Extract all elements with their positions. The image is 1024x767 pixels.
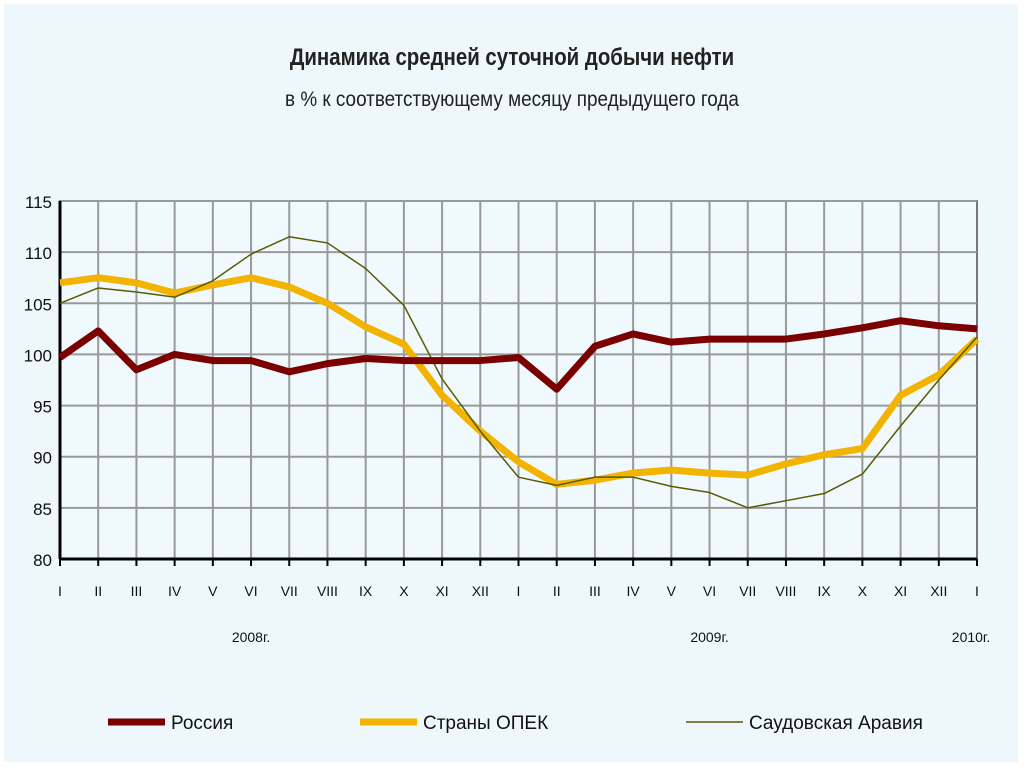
y-tick-label: 95: [33, 398, 52, 417]
x-tick-label: VI: [244, 583, 257, 599]
x-tick-label: I: [975, 583, 979, 599]
x-tick-label: V: [208, 583, 218, 599]
x-tick-label: XII: [472, 583, 489, 599]
x-tick-label: II: [553, 583, 561, 599]
y-tick-label: 115: [25, 193, 52, 212]
x-tick-label: X: [399, 583, 409, 599]
chart-title: Динамика средней суточной добычи нефти: [289, 44, 735, 71]
x-tick-label: IX: [818, 583, 832, 599]
x-tick-label: VII: [739, 583, 756, 599]
series-line-1: [59, 274, 980, 488]
legend-label: Саудовская Аравия: [749, 713, 923, 734]
x-tick-label: VIII: [775, 583, 796, 599]
x-tick-label: III: [131, 583, 143, 599]
x-tick-label: XI: [435, 583, 448, 599]
year-label: 2010г.: [952, 629, 990, 645]
y-tick-label: 105: [24, 295, 52, 314]
series-line-2: [59, 236, 978, 509]
y-tick-label: 85: [33, 500, 52, 519]
series-line-0: [58, 317, 978, 393]
x-tick-label: XII: [930, 583, 947, 599]
x-tick-label: I: [58, 583, 62, 599]
year-label: 2009г.: [690, 629, 728, 645]
x-tick-label: IV: [627, 583, 641, 599]
x-tick-label: VII: [281, 583, 298, 599]
x-tick-label: II: [94, 583, 102, 599]
y-tick-label: 110: [25, 244, 52, 263]
x-tick-label: III: [589, 583, 601, 599]
x-tick-label: I: [517, 583, 521, 599]
y-tick-label: 80: [33, 551, 52, 570]
year-label: 2008г.: [232, 629, 270, 645]
y-tick-label: 90: [33, 449, 52, 468]
x-tick-label: X: [858, 583, 868, 599]
chart-subtitle: в % к соответствующему месяцу предыдущег…: [285, 88, 739, 111]
legend-label: Страны ОПЕК: [423, 713, 548, 734]
y-tick-label: 100: [24, 346, 52, 365]
x-tick-label: VI: [703, 583, 716, 599]
x-tick-label: IV: [168, 583, 182, 599]
x-tick-label: XI: [894, 583, 907, 599]
x-tick-label: IX: [359, 583, 373, 599]
legend-label: Россия: [171, 713, 233, 734]
x-tick-label: VIII: [317, 583, 338, 599]
x-tick-label: V: [667, 583, 677, 599]
